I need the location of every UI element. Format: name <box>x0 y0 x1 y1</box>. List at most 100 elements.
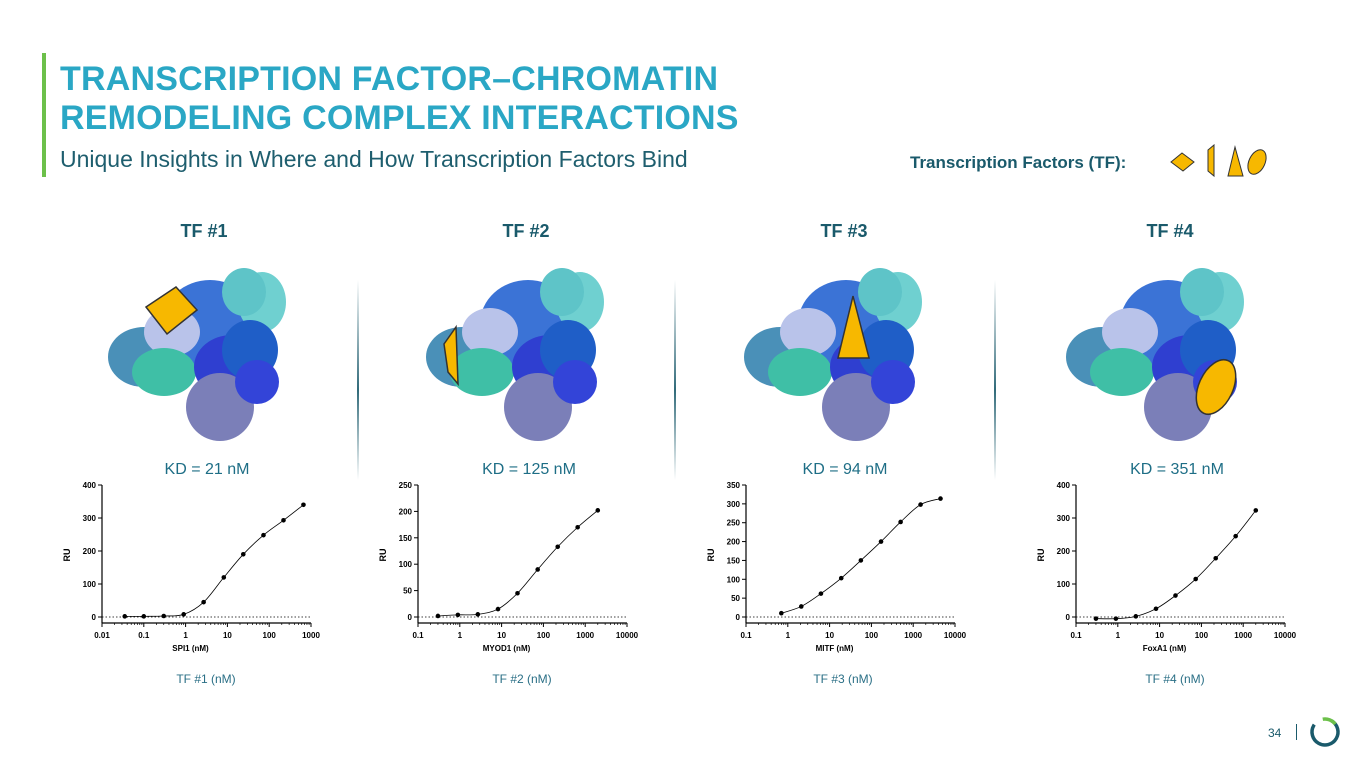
y-tick-label: 400 <box>1057 481 1071 490</box>
tf3-heading: TF #3 <box>820 221 868 241</box>
y-tick-label: 400 <box>83 481 97 490</box>
y-tick-label: 250 <box>727 519 741 528</box>
tf3-binding-chart: 0 50 100 150 200 250 300 350 0.1 1 10 100 1000 10000 M… <box>706 481 967 653</box>
data-point <box>1153 606 1159 612</box>
data-point <box>181 612 186 617</box>
y-axis-label: RU <box>706 549 716 562</box>
data-point <box>1193 576 1198 582</box>
y-tick-label: 300 <box>83 514 97 523</box>
page-subtitle: Unique Insights in Where and How Transcr… <box>60 146 688 172</box>
x-tick-label: 10 <box>223 631 232 640</box>
x-tick-label: 10 <box>825 631 834 640</box>
data-point <box>1093 616 1099 621</box>
ellipse-icon <box>1195 359 1237 415</box>
triangle-icon <box>837 295 870 359</box>
data-point <box>898 519 903 525</box>
tf1-heading: TF #1 <box>180 221 228 241</box>
x-tick-label: 1000 <box>1234 631 1252 640</box>
diamond-icon <box>144 286 199 336</box>
tf4-axis-caption: TF #4 (nM) <box>1145 672 1205 686</box>
tf2-complex-structure <box>426 268 604 441</box>
data-point <box>495 606 501 612</box>
y-tick-label: 100 <box>727 575 741 584</box>
y-tick-label: 0 <box>736 613 741 622</box>
tf3-complex-structure <box>744 268 922 441</box>
y-tick-label: 100 <box>83 580 97 589</box>
y-tick-label: 300 <box>1057 514 1071 523</box>
y-tick-label: 100 <box>1057 580 1071 589</box>
data-point <box>301 502 306 508</box>
tf4-kd-value: KD = 351 nM <box>1130 461 1224 478</box>
tf1-kd-value: KD = 21 nM <box>164 461 250 478</box>
x-tick-label: 1 <box>786 631 791 640</box>
title-accent-bar <box>42 53 46 177</box>
tf4-complex-structure <box>1066 268 1244 441</box>
panel-divider <box>357 280 359 480</box>
data-point <box>575 524 580 530</box>
data-point <box>798 604 804 609</box>
x-tick-label: 1000 <box>302 631 320 640</box>
half-wedge-icon <box>443 324 459 387</box>
x-tick-label: 0.1 <box>1070 631 1082 640</box>
panel-divider <box>994 280 996 480</box>
tf1-binding-chart: 0 100 200 300 400 0.01 0.1 1 10 100 1000 SPI1 (nM) R… <box>62 481 320 653</box>
x-axis-label: FoxA1 (nM) <box>1143 644 1187 653</box>
x-tick-label: 10 <box>497 631 506 640</box>
title-line-1: TRANSCRIPTION FACTOR–CHROMATIN <box>60 60 719 98</box>
x-tick-label: 10000 <box>944 631 967 640</box>
y-tick-label: 50 <box>403 587 412 596</box>
panel-divider <box>674 280 676 480</box>
ellipse-icon <box>1247 149 1267 175</box>
x-tick-label: 100 <box>865 631 879 640</box>
x-tick-label: 100 <box>1195 631 1209 640</box>
tf-legend-label: Transcription Factors (TF): <box>910 153 1127 172</box>
company-logo-icon <box>1310 717 1340 747</box>
x-axis-label: MYOD1 (nM) <box>483 644 531 653</box>
page-number: 34 <box>1268 726 1282 740</box>
tf2-binding-chart: 0 50 100 150 200 250 0.1 1 10 100 1000 10000 MYOD1 (… <box>378 481 639 653</box>
data-point <box>779 610 784 616</box>
x-tick-label: 1000 <box>904 631 922 640</box>
x-tick-label: 0.01 <box>94 631 110 640</box>
data-point <box>281 518 286 523</box>
tf1-axis-caption: TF #1 (nM) <box>176 672 236 686</box>
y-tick-label: 150 <box>399 534 413 543</box>
tf1-complex-structure <box>108 268 286 441</box>
triangle-icon <box>1227 145 1244 177</box>
y-axis-label: RU <box>1036 549 1046 562</box>
y-tick-label: 350 <box>727 481 741 490</box>
tf-legend-icons <box>1170 144 1267 178</box>
y-axis-label: RU <box>62 549 72 562</box>
x-tick-label: 100 <box>263 631 277 640</box>
footer-separator <box>1296 724 1297 740</box>
x-tick-label: 1 <box>458 631 463 640</box>
data-point <box>838 575 844 581</box>
tf4-heading: TF #4 <box>1146 221 1194 241</box>
data-point <box>595 508 601 513</box>
data-point <box>878 539 884 544</box>
data-point <box>535 567 540 572</box>
y-tick-label: 150 <box>727 556 741 565</box>
x-tick-label: 1 <box>183 631 188 640</box>
page-title: TRANSCRIPTION FACTOR–CHROMATIN REMODELIN… <box>60 60 739 138</box>
x-axis-label: SPI1 (nM) <box>172 644 209 653</box>
y-tick-label: 200 <box>83 547 97 556</box>
y-tick-label: 100 <box>399 560 413 569</box>
y-tick-label: 200 <box>727 538 741 547</box>
title-line-2: REMODELING COMPLEX INTERACTIONS <box>60 99 739 137</box>
y-axis-label: RU <box>378 549 388 562</box>
x-tick-label: 100 <box>537 631 551 640</box>
data-point <box>240 552 246 557</box>
y-tick-label: 50 <box>731 594 740 603</box>
data-point <box>918 502 923 507</box>
x-tick-label: 10 <box>1155 631 1164 640</box>
x-tick-label: 1 <box>1116 631 1121 640</box>
x-tick-label: 0.1 <box>740 631 752 640</box>
x-tick-label: 10000 <box>616 631 639 640</box>
y-tick-label: 0 <box>1066 613 1071 622</box>
fit-curve <box>124 504 304 617</box>
data-point <box>555 544 561 550</box>
tf2-kd-value: KD = 125 nM <box>482 461 576 478</box>
diamond-icon <box>1170 152 1195 172</box>
data-point <box>435 613 441 619</box>
